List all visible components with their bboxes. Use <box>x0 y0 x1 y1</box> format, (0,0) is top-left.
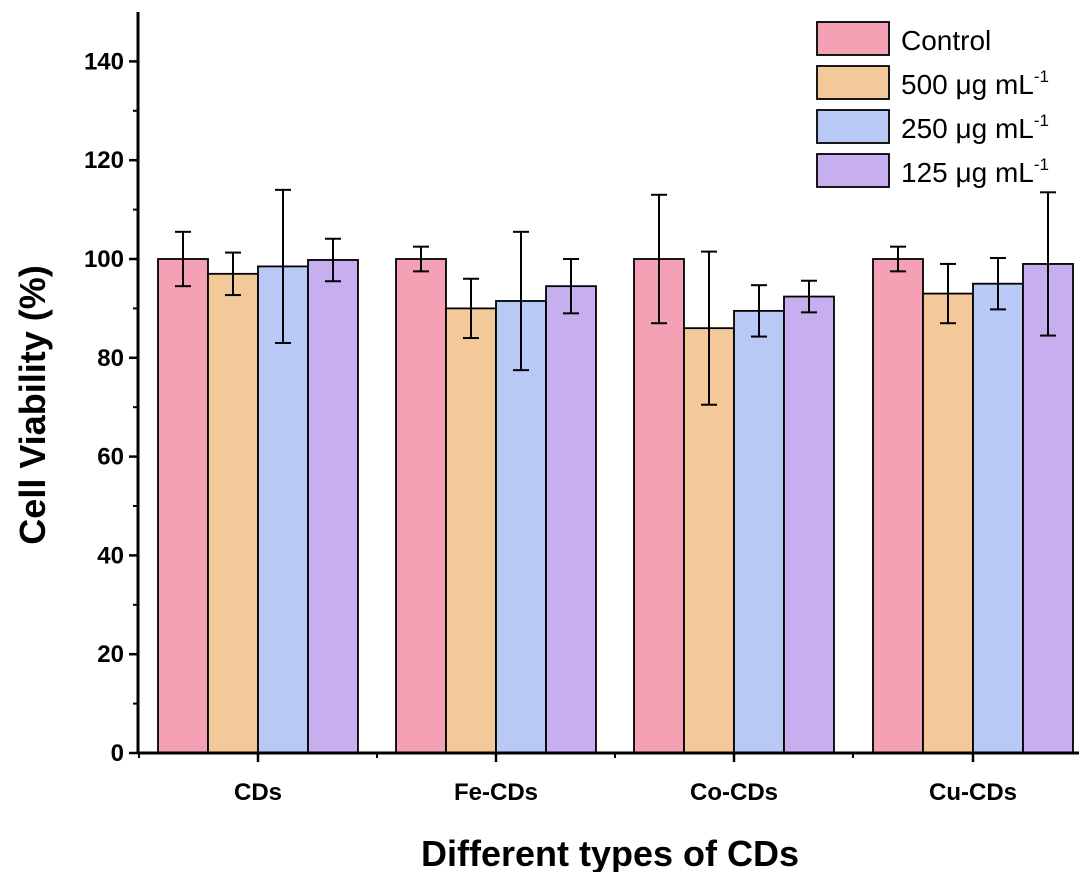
legend-swatch-0 <box>816 21 890 56</box>
y-axis-title: Cell Viability (%) <box>12 265 53 544</box>
y-tick-label-60: 60 <box>97 444 124 471</box>
y-tick-label-20: 20 <box>97 641 124 668</box>
legend-label-3: 125 μg mL-1 <box>901 155 1049 188</box>
bar-CDs-2 <box>257 265 309 754</box>
y-tick-label-120: 120 <box>84 147 124 174</box>
axes-layer: 0 20 40 60 80 100 120 140 CDs Fe-CDs Co-CDs Cu-CDs <box>84 12 1079 806</box>
bar-Co-CDs-2 <box>733 309 785 754</box>
bar-Cu-CDs-1 <box>922 292 974 754</box>
x-axis-title: Different types of CDs <box>421 833 799 872</box>
y-tick-label-140: 140 <box>84 48 124 75</box>
bar-Fe-CDs-2 <box>495 300 547 754</box>
bar-Cu-CDs-3 <box>1022 263 1074 754</box>
bar-Cu-CDs-2 <box>972 282 1024 754</box>
y-tick-label-40: 40 <box>97 542 124 569</box>
legend-label-2: 250 μg mL-1 <box>901 111 1049 144</box>
bar-CDs-0 <box>157 258 209 754</box>
legend-label-1: 500 μg mL-1 <box>901 67 1049 100</box>
x-tick-label-Fe-CDs: Fe-CDs <box>454 779 538 806</box>
bar-CDs-3 <box>307 259 359 754</box>
bar-Cu-CDs-0 <box>872 258 924 754</box>
y-tick-label-100: 100 <box>84 246 124 273</box>
y-tick-label-80: 80 <box>97 345 124 372</box>
x-tick-label-Co-CDs: Co-CDs <box>690 779 778 806</box>
bar-Co-CDs-0 <box>633 258 685 754</box>
bars-layer <box>157 188 1074 754</box>
bar-Co-CDs-3 <box>783 295 835 754</box>
legend-swatch-2 <box>816 109 890 144</box>
legend-label-0: Control <box>901 25 991 56</box>
bar-CDs-1 <box>207 272 259 754</box>
x-tick-label-CDs: CDs <box>234 779 282 806</box>
bar-Fe-CDs-1 <box>445 307 497 754</box>
bar-Fe-CDs-0 <box>395 258 447 754</box>
y-tick-label-0: 0 <box>111 740 124 767</box>
legend-swatch-1 <box>816 65 890 100</box>
legend: Control 500 μg mL-1 250 μg mL-1 125 μg mL-1 <box>816 21 1049 188</box>
x-tick-label-Cu-CDs: Cu-CDs <box>929 779 1017 806</box>
legend-swatch-3 <box>816 153 890 188</box>
bar-Fe-CDs-3 <box>545 285 597 754</box>
